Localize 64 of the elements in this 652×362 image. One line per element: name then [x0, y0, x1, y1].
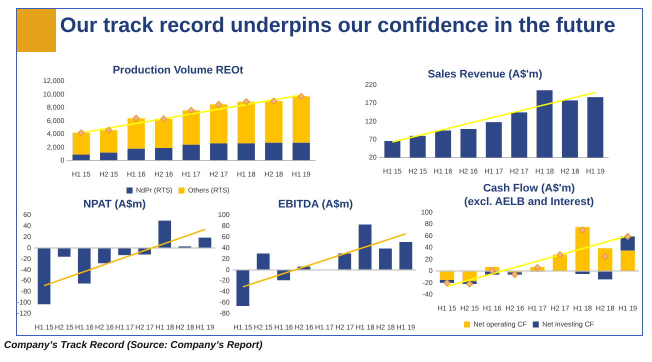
point — [78, 129, 85, 136]
bar — [198, 238, 212, 248]
point — [160, 115, 168, 122]
point — [624, 232, 632, 240]
point — [188, 106, 195, 114]
bar — [158, 220, 172, 248]
chart-title: NPAT (A$m) — [83, 198, 146, 211]
point — [511, 271, 518, 278]
point — [466, 280, 474, 288]
bar — [265, 142, 282, 160]
bar — [338, 253, 352, 270]
point — [132, 114, 140, 122]
bar — [399, 242, 412, 270]
bar — [58, 248, 71, 257]
point — [488, 267, 496, 274]
bar — [552, 254, 568, 271]
bar — [100, 130, 118, 153]
bar — [100, 152, 118, 160]
bar — [292, 142, 310, 160]
bar — [440, 272, 454, 280]
chart-title: Cash Flow (A$'m) — [483, 182, 576, 195]
bar — [72, 154, 90, 160]
bar — [598, 272, 612, 280]
chart-title: EBITDA (A$m) — [278, 198, 354, 211]
bar — [72, 132, 90, 155]
text: Company’s Track Record (Source: Company’s Report) — [4, 340, 262, 351]
bar — [210, 104, 228, 144]
chart-title: Sales Revenue (A$'m) — [428, 68, 543, 81]
bar — [575, 272, 590, 274]
bar — [238, 102, 255, 144]
bar — [155, 148, 172, 160]
bar — [265, 101, 282, 143]
bar — [292, 96, 310, 143]
bar — [38, 248, 50, 304]
bar — [379, 248, 392, 270]
point — [534, 264, 541, 272]
bar — [358, 224, 372, 270]
point — [242, 98, 250, 106]
bar — [118, 248, 131, 256]
point — [270, 98, 278, 105]
bar — [128, 148, 145, 160]
chart-subtitle: (excl. AELB and Interest) — [464, 196, 594, 208]
bar — [78, 248, 91, 284]
bar — [98, 248, 111, 264]
bar — [575, 227, 590, 271]
chart-title: Production Volume REOt — [112, 64, 244, 77]
bar — [182, 110, 200, 145]
bar — [256, 253, 270, 270]
point — [105, 126, 112, 134]
bar — [182, 144, 200, 160]
bar — [210, 143, 228, 160]
bar — [155, 118, 172, 148]
bar — [128, 118, 145, 149]
bar — [236, 270, 250, 306]
point — [579, 226, 586, 234]
bar — [238, 143, 255, 160]
point — [215, 100, 222, 108]
bar — [598, 248, 612, 271]
point — [443, 279, 450, 286]
bar — [620, 236, 635, 251]
bar — [620, 250, 635, 271]
point — [556, 251, 564, 258]
text: Our track record underpins our confidence in the future — [60, 14, 616, 38]
point — [298, 92, 305, 100]
